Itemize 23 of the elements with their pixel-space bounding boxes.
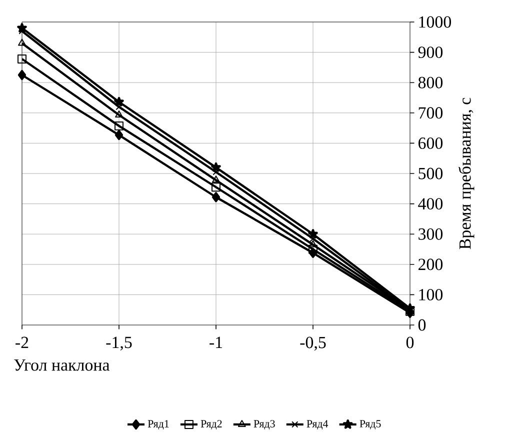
y-tick-label: 100 (419, 288, 443, 300)
y-tick-label: 300 (418, 228, 443, 240)
y-tick-label: 500 (418, 168, 443, 180)
x-tick-label: -2 (16, 336, 28, 348)
y-tick-label: 600 (418, 137, 443, 149)
legend-label: Ряд5 (360, 420, 381, 430)
x-axis-title: Угол наклона (14, 359, 110, 371)
y-axis-title: Время пребывания, с (458, 98, 474, 250)
legend-label: Ряд2 (200, 420, 222, 430)
y-tick-label: 800 (418, 76, 443, 88)
y-tick-label: 700 (418, 107, 443, 119)
x-tick-label: 0 (406, 336, 414, 348)
y-tick-label: 0 (418, 319, 426, 331)
legend-label: Ряд1 (148, 420, 169, 430)
x-tick-label: -1,5 (106, 336, 132, 351)
legend-label: Ряд4 (306, 420, 328, 430)
y-tick-label: 200 (418, 258, 443, 270)
x-tick-label: -0,5 (300, 336, 326, 351)
y-tick-label: 1000 (419, 16, 452, 28)
legend-label: Ряд3 (254, 420, 275, 430)
y-tick-label: 400 (418, 198, 443, 210)
x-tick-label: -1 (210, 336, 222, 348)
y-tick-label: 900 (418, 46, 443, 58)
